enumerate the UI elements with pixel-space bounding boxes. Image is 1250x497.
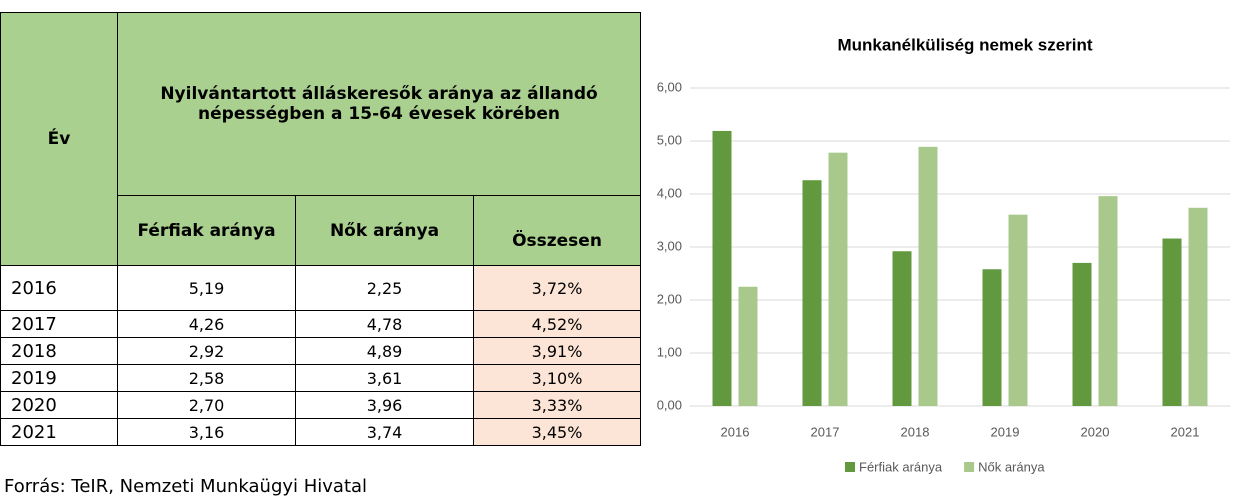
bar [892,251,912,406]
value-cell: 3,91% [473,337,641,365]
x-tick-label: 2018 [901,424,930,439]
bar [1098,196,1118,406]
value-cell: 3,72% [473,265,641,311]
bar [738,286,758,406]
header-cell: Férfiak aránya [117,195,296,266]
data-table: Év Nyilvántartott álláskeresők aránya az… [0,12,641,446]
bar [1188,207,1208,406]
year-cell: 2017 [0,310,118,338]
header-cell: Nyilvántartott álláskeresők aránya az ál… [117,12,641,196]
bar [712,130,732,406]
bar [1162,238,1182,406]
source-note: Forrás: TeIR, Nemzeti Munkaügyi Hivatal [4,476,368,497]
table-row: 2016 5,19 2,25 3,72% [0,265,641,311]
year-cell: 2016 [0,265,118,311]
value-cell: 4,78 [295,310,474,338]
bar [1072,262,1092,406]
value-cell: 3,10% [473,364,641,392]
year-cell: 2018 [0,337,118,365]
bar [918,146,938,406]
y-tick-label: 6,00 [657,79,682,94]
value-cell: 2,25 [295,265,474,311]
header-cell: Összesen [473,195,641,266]
y-tick-label: 0,00 [657,397,682,412]
table-row: 2017 4,26 4,78 4,52% [0,310,641,338]
year-cell: 2019 [0,364,118,392]
value-cell: 3,96 [295,391,474,419]
legend-label: Nők aránya [978,459,1045,474]
chart-title: Munkanélküliség nemek szerint [837,35,1092,54]
table-row: 2020 2,70 3,96 3,33% [0,391,641,419]
chart: Munkanélküliség nemek szerint 0,00 1,00 2,… [657,35,1230,474]
value-cell: 2,58 [117,364,296,392]
value-cell: 4,89 [295,337,474,365]
legend-label: Férfiak aránya [859,459,943,474]
x-tick-label: 2020 [1081,424,1110,439]
year-cell: 2020 [0,391,118,419]
header-cell: Év [0,12,118,266]
legend-swatch [845,462,855,472]
x-tick-label: 2016 [721,424,750,439]
y-tick-label: 5,00 [657,132,682,147]
y-tick-label: 3,00 [657,238,682,253]
x-tick-label: 2021 [1171,424,1200,439]
value-cell: 3,33% [473,391,641,419]
value-cell: 4,26 [117,310,296,338]
x-tick-label: 2017 [811,424,840,439]
bar [828,152,848,406]
y-tick-label: 2,00 [657,291,682,306]
year-cell: 2021 [0,418,118,446]
value-cell: 2,70 [117,391,296,419]
value-cell: 4,52% [473,310,641,338]
y-tick-label: 4,00 [657,185,682,200]
header-cell: Nők aránya [295,195,474,266]
value-cell: 3,74 [295,418,474,446]
value-cell: 2,92 [117,337,296,365]
y-tick-label: 1,00 [657,344,682,359]
bar [802,180,822,406]
bar [982,269,1002,406]
table-row: 2021 3,16 3,74 3,45% [0,418,641,446]
x-tick-label: 2019 [991,424,1020,439]
value-cell: 5,19 [117,265,296,311]
legend-swatch [964,462,975,472]
value-cell: 3,16 [117,418,296,446]
table-row: 2019 2,58 3,61 3,10% [0,364,641,392]
value-cell: 3,61 [295,364,474,392]
bar [1008,214,1028,406]
value-cell: 3,45% [473,418,641,446]
table-row: 2018 2,92 4,89 3,91% [0,337,641,365]
